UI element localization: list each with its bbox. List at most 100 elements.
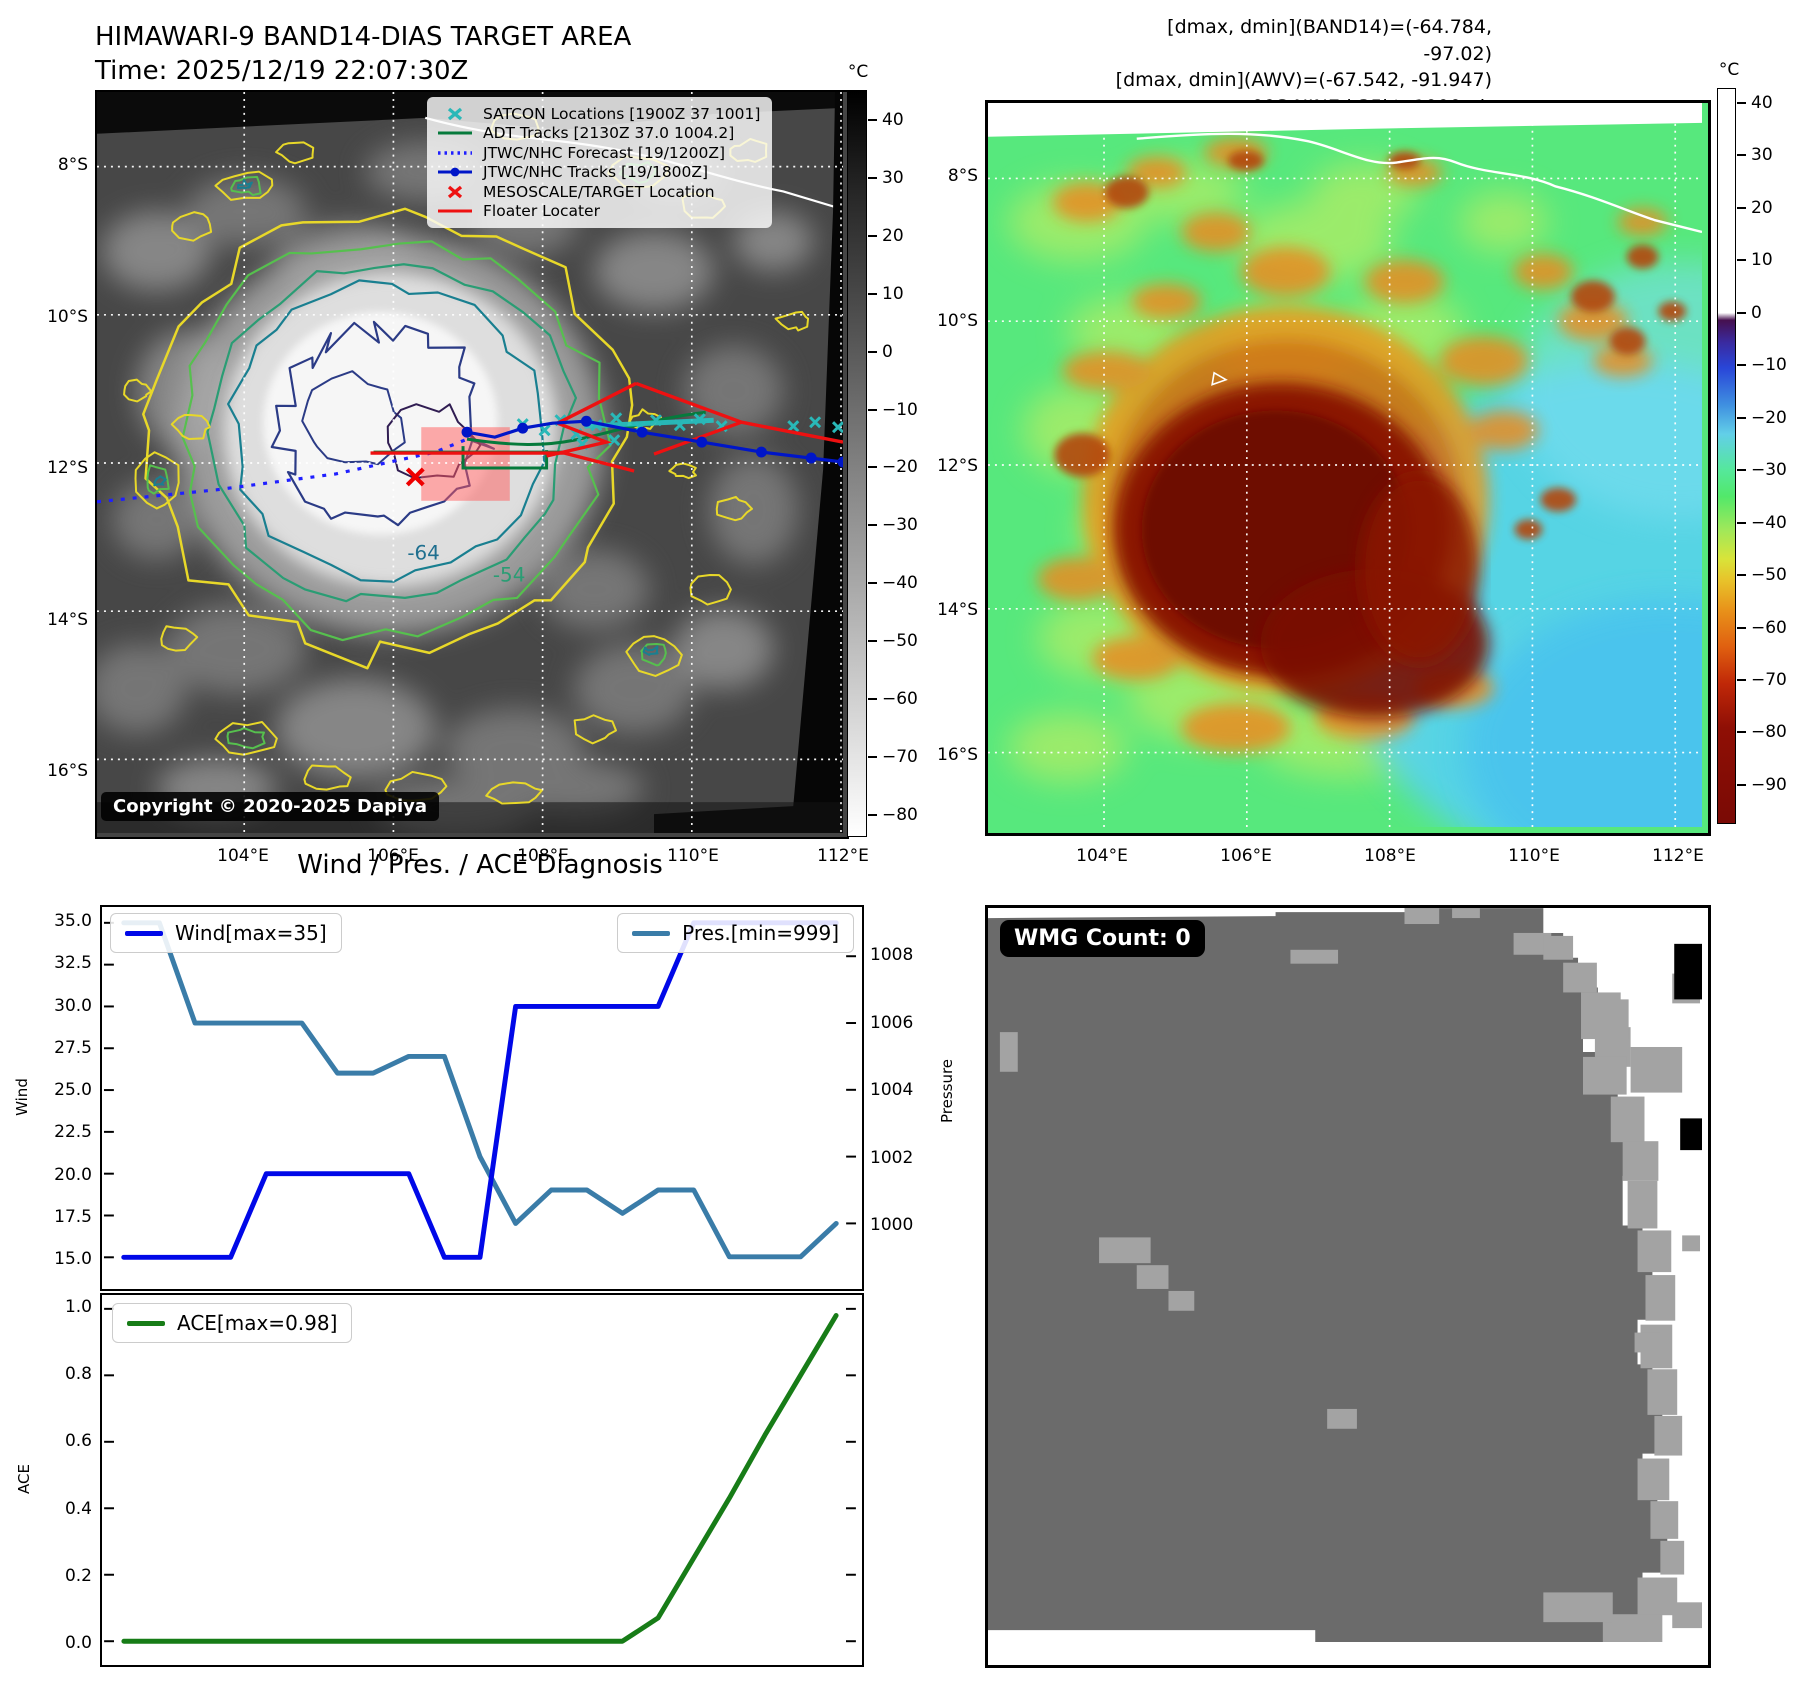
wind-tick-label: 32.5 <box>54 953 92 974</box>
band14-satellite-map: -64 -54 <box>95 90 849 839</box>
wind-tick-label: 30.0 <box>54 995 92 1016</box>
colorbar-tick-label: −30 <box>868 515 928 535</box>
colorbar-tick-label: 20 <box>868 226 928 246</box>
lon-tick-label: 104°E <box>1076 846 1128 866</box>
wind-legend-label: Wind[max=35] <box>175 921 327 945</box>
pres-axis-label: Pressure <box>938 1058 956 1124</box>
lat-tick-label: 8°S <box>57 155 88 175</box>
diagnosis-title: Wind / Pres. / ACE Diagnosis <box>297 850 663 880</box>
lat-tick-label: 10°S <box>47 306 88 327</box>
pres-tick-label: 1008 <box>870 945 914 965</box>
legend-item-adt: ADT Tracks [2130Z 37.0 1004.2] <box>435 124 760 144</box>
wmg-black-blocks <box>1674 943 1702 1151</box>
red-x-icon <box>435 185 475 199</box>
colorbar-tick-label: 30 <box>868 168 928 188</box>
lat-tick-label: 14°S <box>937 600 978 621</box>
colorbar-tick-label: 0 <box>1737 303 1797 323</box>
colorbar-tick-label: −80 <box>1737 722 1797 742</box>
colorbar-tick-label: 30 <box>1737 145 1797 165</box>
awv-lat-axis: 8°S 10°S 12°S 14°S 16°S <box>920 166 978 765</box>
pres-tick-label: 1006 <box>870 1012 914 1033</box>
colorbar-tick-label: 20 <box>1737 198 1797 218</box>
band14-colorbar-unit: °C <box>847 62 869 82</box>
lat-tick-label: 16°S <box>937 745 978 765</box>
pres-tick-label: 1004 <box>870 1080 914 1100</box>
lat-tick-label: 8°S <box>947 166 978 186</box>
graticule <box>988 103 1702 827</box>
lon-tick-label: 110°E <box>667 846 719 866</box>
wind-tick-label: 27.5 <box>54 1037 92 1058</box>
pres-legend: Pres.[min=999] <box>617 913 854 953</box>
lon-tick-label: 106°E <box>1220 846 1272 866</box>
pres-tick-label: 1000 <box>870 1215 914 1235</box>
band14-lat-axis: 8°S 10°S 12°S 14°S 16°S <box>30 155 88 781</box>
green-line-icon <box>435 130 475 136</box>
contour-label-54: -54 <box>493 563 525 586</box>
ace-legend: ACE[max=0.98] <box>112 1303 353 1343</box>
pres-tick-label: 1002 <box>870 1147 914 1168</box>
dmax-awv: [dmax, dmin](AWV)=(-67.542, -91.947) <box>1115 69 1492 92</box>
colorbar-tick-label: −40 <box>1737 513 1797 533</box>
ace-tick-label: 0.2 <box>64 1565 92 1586</box>
legend-item-floater: Floater Locater <box>435 202 760 222</box>
colorbar-tick-label: −20 <box>1737 408 1797 428</box>
wind-axis-ticks: 35.0 32.5 30.0 27.5 25.0 22.5 20.0 17.5 15.0 <box>36 911 92 1269</box>
colorbar-tick-label: −60 <box>1737 618 1797 638</box>
dmax-band14: [dmax, dmin](BAND14)=(-64.784, -97.02) <box>1167 16 1492 65</box>
awv-colorbar-unit: °C <box>1718 60 1740 80</box>
band14-lon-axis: 104°E 106°E 108°E 110°E 112°E <box>203 845 883 867</box>
colorbar-tick-label: −20 <box>868 457 928 477</box>
wind-tick-label: 22.5 <box>54 1122 92 1143</box>
legend-item-satcon: SATCON Locations [1900Z 37 1001] <box>435 104 760 124</box>
wmg-count-badge: WMG Count: 0 <box>1000 920 1205 957</box>
ace-swatch <box>127 1320 165 1326</box>
colorbar-tick-label: −70 <box>1737 670 1797 690</box>
page-title: HIMAWARI-9 BAND14-DIAS TARGET AREA Time:… <box>95 20 631 89</box>
band14-colorbar-ticks: 40 30 20 10 0 −10 −20 −30 −40 −50 −60 −70 −80 <box>868 110 928 825</box>
wmg-mask-image <box>988 908 1702 1659</box>
pres-axis-ticks: 1008 1006 1004 1002 1000 <box>870 945 916 1235</box>
wind-tick-label: 20.0 <box>54 1164 92 1185</box>
wind-tick-label: 25.0 <box>54 1080 92 1100</box>
legend-item-forecast: JTWC/NHC Forecast [19/1200Z] <box>435 143 760 163</box>
jtwc-forecast-track <box>97 437 468 504</box>
colorbar-tick-label: 10 <box>868 284 928 304</box>
lon-tick-label: 108°E <box>1364 846 1416 866</box>
colorbar-tick-label: −70 <box>868 747 928 767</box>
contour-label-64: -64 <box>407 541 439 564</box>
ace-axis-ticks: 1.0 0.8 0.6 0.4 0.2 0.0 <box>42 1297 92 1653</box>
awv-colorbar-ticks: 40 30 20 10 0 −10 −20 −30 −40 −50 −60 −70 −80 −90 <box>1737 93 1797 795</box>
red-line-icon <box>435 208 475 214</box>
legend-item-tracks: JTWC/NHC Tracks [19/1800Z] <box>435 163 760 183</box>
cyan-x-icon <box>435 107 475 121</box>
colorbar-tick-label: −80 <box>868 805 928 825</box>
blue-line-dot-icon <box>435 166 475 178</box>
legend-label: ADT Tracks [2130Z 37.0 1004.2] <box>483 124 735 143</box>
colorbar-tick-label: −60 <box>868 689 928 709</box>
awv-colorbar <box>1717 88 1736 824</box>
colorbar-tick-label: −50 <box>1737 565 1797 585</box>
lon-tick-label: 108°E <box>517 846 569 866</box>
colorbar-tick-label: −90 <box>1737 775 1797 795</box>
colorbar-tick-label: −40 <box>868 573 928 593</box>
colorbar-tick-label: −10 <box>868 400 928 420</box>
colorbar-tick-label: −50 <box>868 631 928 651</box>
legend-item-mesoscale: MESOSCALE/TARGET Location <box>435 182 760 202</box>
wind-legend: Wind[max=35] <box>110 913 342 953</box>
ace-tick-label: 0.4 <box>64 1498 92 1519</box>
colorbar-tick-label: 0 <box>868 342 928 362</box>
ace-axis-label: ACE <box>15 1464 33 1494</box>
map-legend: SATCON Locations [1900Z 37 1001] ADT Tra… <box>427 97 773 228</box>
ace-tick-label: 0.0 <box>64 1632 92 1653</box>
colorbar-tick-label: −10 <box>1737 355 1797 375</box>
lon-tick-label: 112°E <box>817 846 869 866</box>
wind-axis-label: Wind <box>13 1078 31 1116</box>
wind-tick-label: 35.0 <box>54 911 92 931</box>
colorbar-tick-label: 40 <box>1737 93 1797 113</box>
lat-tick-label: 12°S <box>937 455 978 476</box>
lon-tick-label: 104°E <box>217 846 269 866</box>
lat-tick-label: 14°S <box>47 609 88 630</box>
lat-tick-label: 10°S <box>937 310 978 331</box>
legend-label: MESOSCALE/TARGET Location <box>483 182 715 201</box>
wmg-panel: WMG Count: 0 <box>985 905 1711 1668</box>
